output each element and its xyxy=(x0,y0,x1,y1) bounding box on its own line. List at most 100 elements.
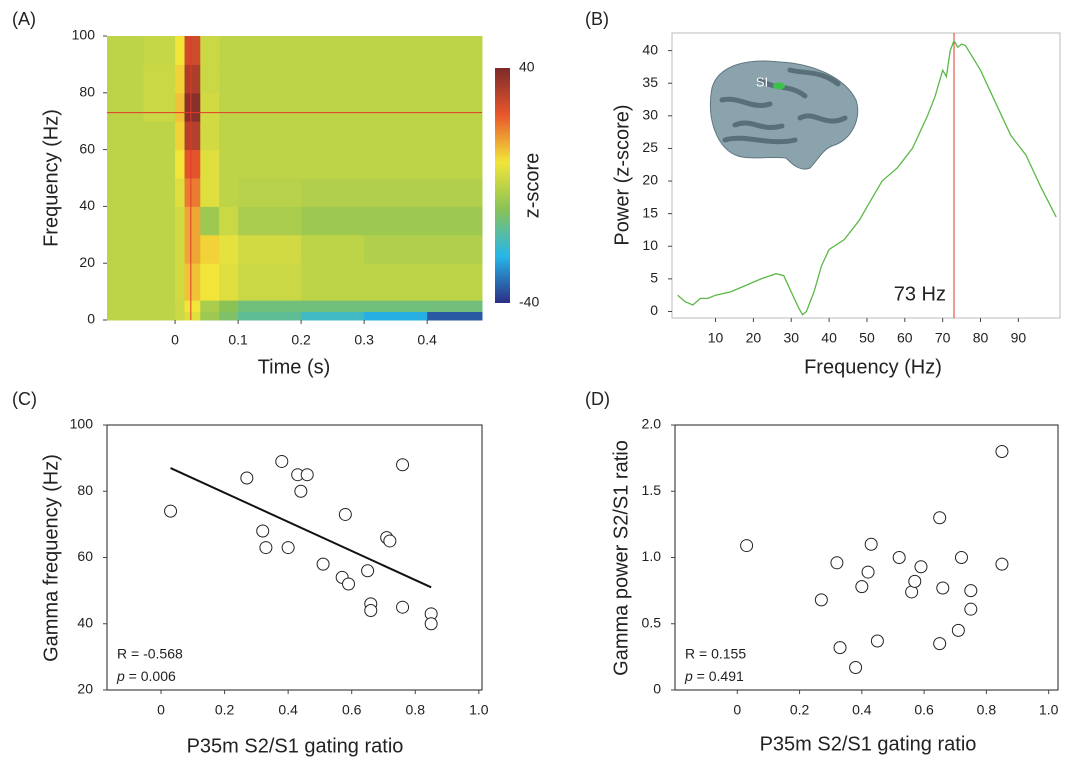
y-tick-label: 20 xyxy=(79,254,95,270)
x-tick-label: 0 xyxy=(733,702,741,718)
heat-cell xyxy=(143,234,176,264)
heat-cell xyxy=(107,92,145,122)
heat-cell xyxy=(219,206,239,236)
heat-cell xyxy=(238,263,302,301)
stat-p-value: = 0.006 xyxy=(125,668,176,684)
point xyxy=(164,504,178,518)
heat-cell xyxy=(175,263,186,301)
x-tick-label: 0 xyxy=(157,702,165,718)
heat-cell xyxy=(200,234,220,264)
heat-cell xyxy=(175,300,186,312)
heat-cell xyxy=(184,311,201,321)
x-tick-label: 70 xyxy=(935,330,951,346)
x-tick-label: 20 xyxy=(746,330,762,346)
heat-cell xyxy=(238,92,302,122)
x-tick-label: 0.4 xyxy=(278,702,298,718)
heat-cell xyxy=(184,36,201,65)
heat-cell xyxy=(143,64,176,94)
y-tick-label: 20 xyxy=(642,172,658,188)
heat-cell xyxy=(143,263,176,301)
point xyxy=(338,507,352,521)
y-tick-label: 0.5 xyxy=(642,614,662,630)
x-axis-title: Frequency (Hz) xyxy=(804,356,942,378)
heat-cell xyxy=(200,121,220,151)
x-tick-label: 0.8 xyxy=(977,702,997,718)
heat-cell xyxy=(364,178,428,207)
heat-cell xyxy=(107,311,145,321)
heat-cell xyxy=(427,263,483,301)
heat-cell xyxy=(219,311,239,321)
stat-r: R = -0.568 xyxy=(117,646,183,662)
x-tick-label: 0.2 xyxy=(215,702,235,718)
heat-cell xyxy=(364,311,428,321)
colorbar-title: z-score xyxy=(521,153,543,219)
y-tick-label: 1.5 xyxy=(642,482,662,498)
heat-cell xyxy=(364,64,428,94)
x-tick-label: 10 xyxy=(708,330,724,346)
plot-frame xyxy=(671,32,1061,319)
heat-cell xyxy=(200,36,220,65)
heat-cell xyxy=(175,121,186,151)
point xyxy=(933,637,947,651)
heat-cell xyxy=(200,300,220,312)
heat-cell xyxy=(364,234,428,264)
x-tick-label: 80 xyxy=(973,330,989,346)
stat-p-value: = 0.491 xyxy=(693,668,744,684)
heat-cell xyxy=(107,36,145,65)
heat-cell xyxy=(200,149,220,179)
point xyxy=(396,458,410,472)
fit-line xyxy=(170,467,432,589)
x-tick-label: 0.6 xyxy=(342,702,362,718)
point xyxy=(259,541,273,555)
heat-cell xyxy=(219,64,239,94)
heat-cell xyxy=(175,178,186,207)
point xyxy=(936,581,950,595)
heat-cell xyxy=(143,206,176,236)
point xyxy=(908,574,922,588)
y-tick-label: 2.0 xyxy=(642,416,662,432)
x-tick-label: 90 xyxy=(1011,330,1027,346)
heat-cell xyxy=(364,36,428,65)
heat-cell xyxy=(219,149,239,179)
y-axis-title: Gamma frequency (Hz) xyxy=(40,454,62,662)
y-tick-label: 10 xyxy=(642,237,658,253)
heat-cell xyxy=(238,178,302,207)
heat-cell xyxy=(200,263,220,301)
heat-cell xyxy=(200,206,220,236)
inset-label: SI xyxy=(756,74,768,89)
y-tick-label: 15 xyxy=(642,204,658,220)
y-tick-label: 0 xyxy=(650,302,658,318)
heat-cell xyxy=(143,121,176,151)
y-tick-label: 40 xyxy=(79,197,95,213)
heat-cell xyxy=(200,311,220,321)
heat-cell xyxy=(200,92,220,122)
point xyxy=(892,551,906,564)
stat-p-symbol: p xyxy=(116,668,125,684)
heat-cell xyxy=(143,300,176,312)
heat-cell xyxy=(301,234,365,264)
point xyxy=(294,484,308,498)
point xyxy=(364,604,378,617)
x-tick-label: 0 xyxy=(171,332,179,348)
point xyxy=(740,539,754,553)
heat-cell xyxy=(219,36,239,65)
heat-cell xyxy=(301,149,365,179)
heat-cell xyxy=(184,64,201,94)
point xyxy=(300,468,314,482)
point xyxy=(240,471,254,485)
heat-cell xyxy=(175,92,186,122)
point xyxy=(870,634,884,648)
point xyxy=(275,454,289,468)
heat-cell xyxy=(107,206,145,236)
heat-cell xyxy=(364,263,428,301)
heat-cell xyxy=(364,206,428,236)
heat-cell xyxy=(301,64,365,94)
heat-cell xyxy=(143,36,176,65)
heat-cell xyxy=(184,234,201,264)
y-tick-label: 40 xyxy=(77,614,93,630)
heat-cell xyxy=(238,121,302,151)
y-tick-label: 100 xyxy=(72,27,96,43)
heat-cell xyxy=(200,64,220,94)
x-tick-label: 60 xyxy=(897,330,913,346)
x-axis-title: P35m S2/S1 gating ratio xyxy=(760,733,977,755)
